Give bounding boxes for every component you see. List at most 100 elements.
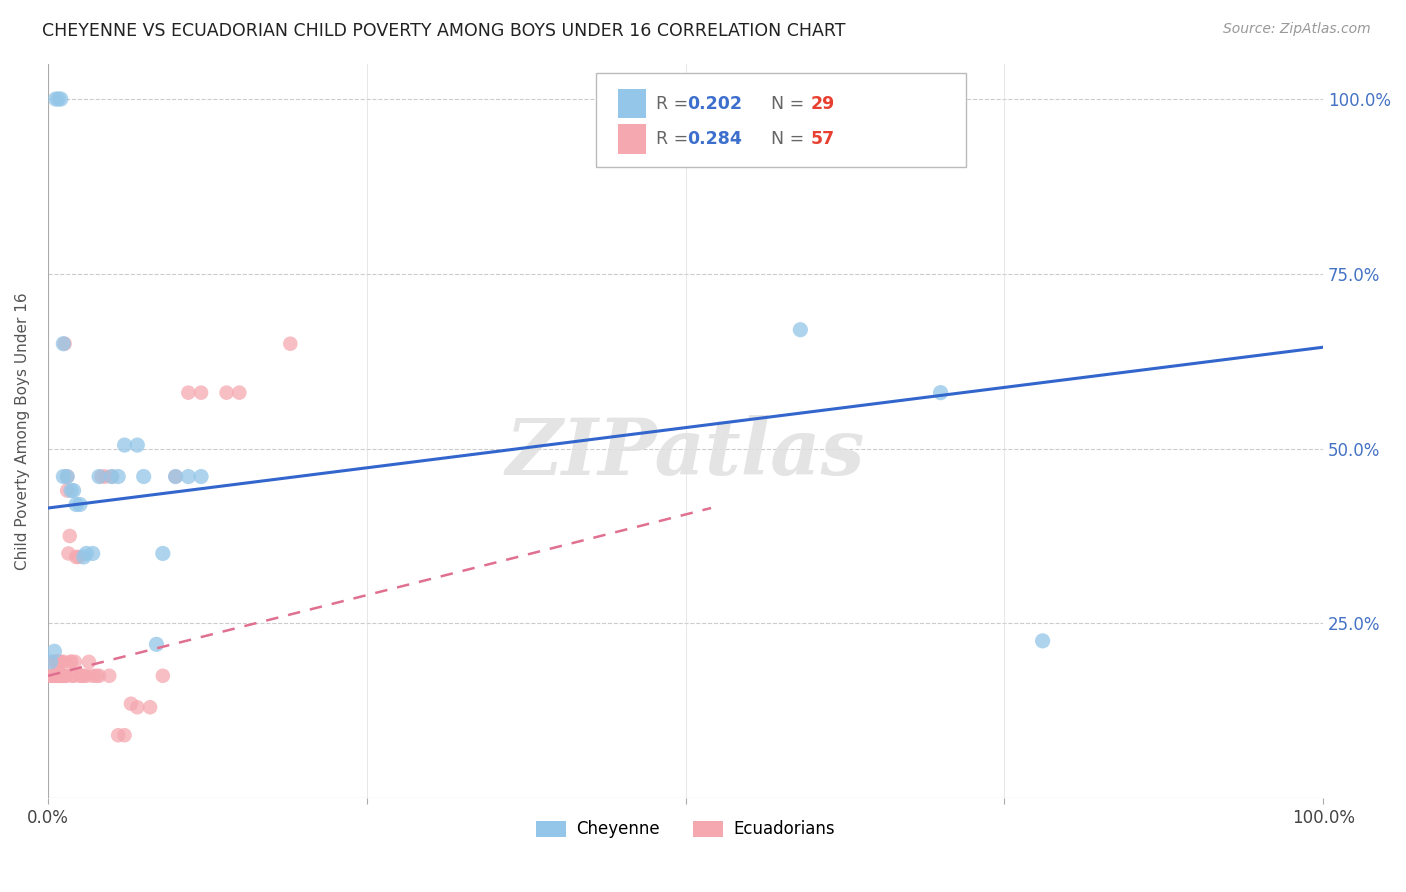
Point — [139, 700, 162, 714]
Point — [114, 728, 136, 742]
Point — [60, 655, 83, 669]
Point — [228, 385, 250, 400]
Point — [62, 669, 84, 683]
Point — [190, 469, 212, 483]
Point — [49, 655, 72, 669]
Point — [69, 498, 91, 512]
Point — [86, 669, 108, 683]
Point — [165, 469, 187, 483]
FancyBboxPatch shape — [596, 73, 966, 167]
Point — [98, 669, 121, 683]
Point — [87, 669, 110, 683]
Text: 0.284: 0.284 — [688, 130, 742, 148]
Point — [58, 546, 80, 560]
Point — [75, 669, 97, 683]
Point — [152, 669, 174, 683]
Text: ZIPatlas: ZIPatlas — [506, 415, 865, 491]
Y-axis label: Child Poverty Among Boys Under 16: Child Poverty Among Boys Under 16 — [15, 293, 30, 570]
Point — [39, 669, 62, 683]
Point — [73, 549, 96, 564]
Point — [48, 669, 70, 683]
Point — [1032, 633, 1054, 648]
Point — [177, 385, 200, 400]
FancyBboxPatch shape — [619, 89, 647, 119]
Point — [52, 655, 75, 669]
Point — [132, 469, 155, 483]
Point — [53, 336, 76, 351]
Text: R =: R = — [657, 130, 695, 148]
Point — [177, 469, 200, 483]
Point — [87, 469, 110, 483]
Point — [46, 655, 69, 669]
Point — [77, 655, 100, 669]
Point — [60, 669, 83, 683]
Text: N =: N = — [759, 130, 810, 148]
Point — [73, 669, 96, 683]
Legend: Cheyenne, Ecuadorians: Cheyenne, Ecuadorians — [530, 814, 842, 845]
Point — [101, 469, 124, 483]
Text: 57: 57 — [810, 130, 835, 148]
Point — [46, 92, 69, 106]
Point — [49, 92, 72, 106]
Point — [62, 483, 84, 498]
Point — [67, 549, 90, 564]
Point — [75, 546, 97, 560]
Point — [60, 483, 83, 498]
Point — [63, 655, 86, 669]
Point — [929, 385, 952, 400]
Point — [56, 483, 79, 498]
Text: Source: ZipAtlas.com: Source: ZipAtlas.com — [1223, 22, 1371, 37]
FancyBboxPatch shape — [619, 124, 647, 153]
Point — [82, 546, 104, 560]
Point — [94, 469, 117, 483]
Point — [55, 669, 77, 683]
Point — [59, 529, 82, 543]
Point — [127, 438, 149, 452]
Point — [45, 655, 67, 669]
Point — [52, 336, 75, 351]
Point — [42, 669, 65, 683]
Point — [55, 669, 77, 683]
Point — [46, 655, 69, 669]
Point — [215, 385, 238, 400]
Point — [69, 669, 91, 683]
Point — [120, 697, 142, 711]
Point — [51, 669, 73, 683]
Point — [44, 669, 66, 683]
Text: 29: 29 — [810, 95, 835, 112]
Point — [190, 385, 212, 400]
Point — [101, 469, 124, 483]
Point — [45, 92, 67, 106]
Point — [789, 323, 811, 337]
Text: CHEYENNE VS ECUADORIAN CHILD POVERTY AMONG BOYS UNDER 16 CORRELATION CHART: CHEYENNE VS ECUADORIAN CHILD POVERTY AMO… — [42, 22, 845, 40]
Point — [44, 644, 66, 658]
Point — [56, 469, 79, 483]
Text: 0.202: 0.202 — [688, 95, 742, 112]
Point — [152, 546, 174, 560]
Point — [65, 498, 87, 512]
Point — [52, 669, 75, 683]
Point — [49, 669, 72, 683]
Point — [45, 669, 67, 683]
Point — [107, 469, 129, 483]
Point — [46, 669, 69, 683]
Point — [90, 469, 112, 483]
Point — [60, 655, 83, 669]
Text: N =: N = — [759, 95, 810, 112]
Point — [145, 637, 167, 651]
Point — [82, 669, 104, 683]
Point — [41, 669, 63, 683]
Point — [127, 700, 149, 714]
Point — [46, 669, 69, 683]
Point — [56, 469, 79, 483]
Point — [114, 438, 136, 452]
Point — [39, 655, 62, 669]
Point — [70, 669, 93, 683]
Point — [278, 336, 301, 351]
Point — [107, 728, 129, 742]
Point — [52, 469, 75, 483]
Point — [48, 655, 70, 669]
Point — [165, 469, 187, 483]
Point — [65, 549, 87, 564]
Point — [44, 655, 66, 669]
